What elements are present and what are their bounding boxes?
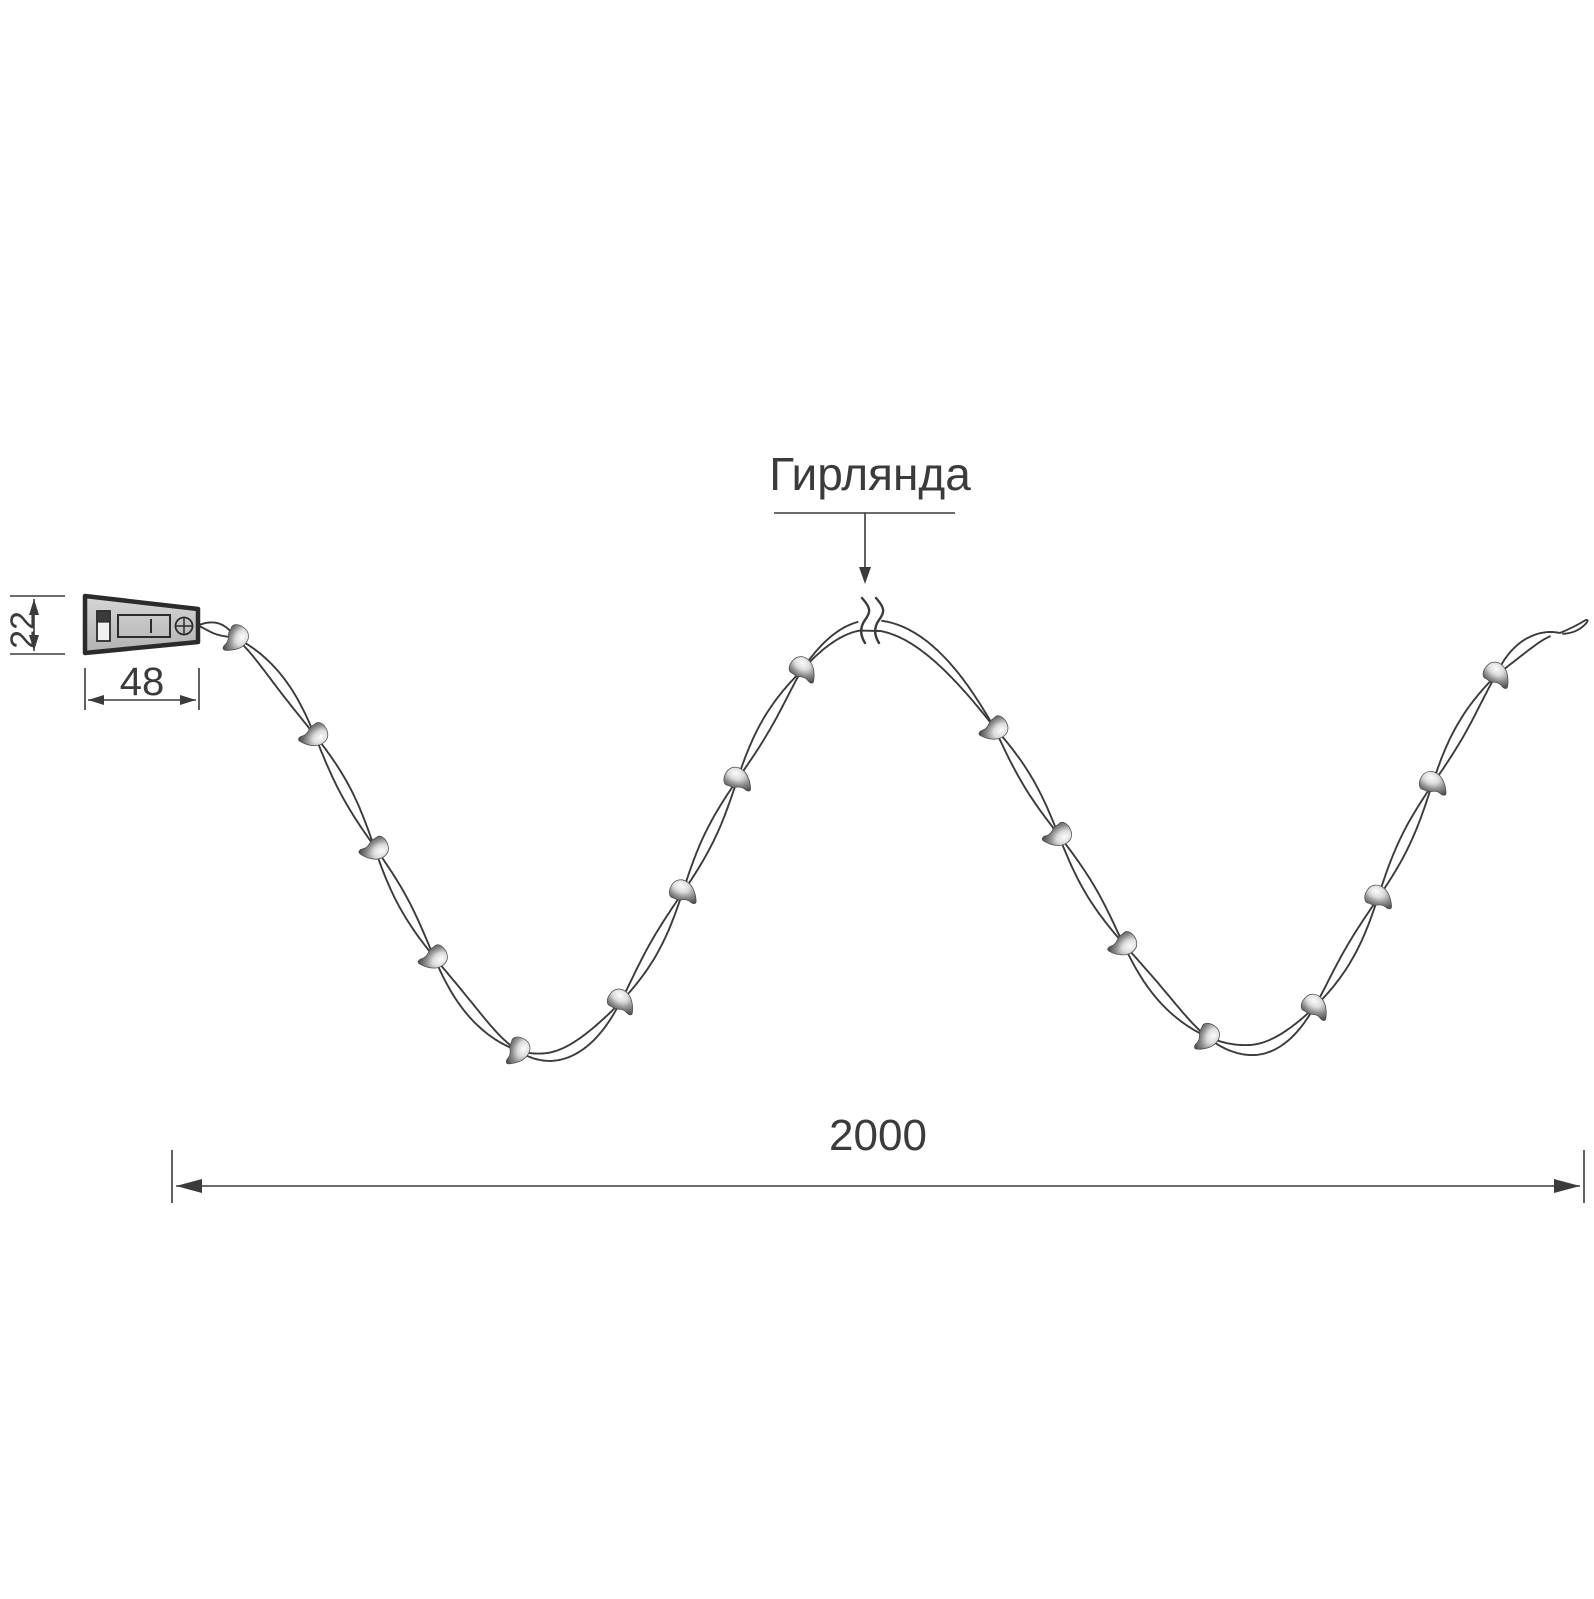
svg-text:22: 22 xyxy=(4,611,42,649)
svg-text:48: 48 xyxy=(120,660,165,704)
svg-text:2000: 2000 xyxy=(829,1111,927,1160)
svg-text:Гирлянда: Гирлянда xyxy=(769,448,971,500)
